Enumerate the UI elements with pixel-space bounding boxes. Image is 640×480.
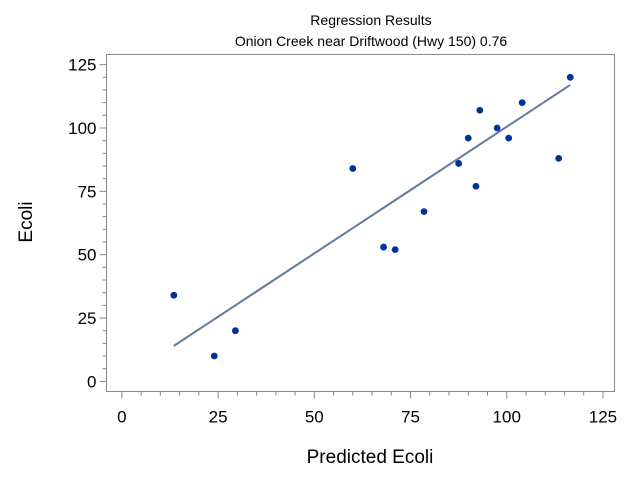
data-point (380, 243, 387, 251)
plot-frame (106, 54, 615, 392)
y-tick-label: 25 (78, 309, 97, 328)
x-tick-label: 25 (209, 408, 228, 427)
x-axis-label: Predicted Ecoli (307, 447, 434, 468)
data-point (476, 106, 484, 114)
x-tick-label: 0 (117, 408, 126, 427)
data-point (566, 73, 574, 81)
x-tick-label: 125 (589, 408, 617, 427)
y-tick-label: 100 (68, 119, 96, 138)
data-point (472, 182, 480, 190)
x-tick-label: 50 (305, 408, 324, 427)
x-tick-label: 100 (493, 408, 521, 427)
y-axis-label: Ecoli (16, 201, 37, 242)
fit-line-layer (173, 84, 571, 347)
data-point (518, 99, 526, 107)
data-point (493, 124, 501, 132)
x-tick-label: 75 (401, 408, 420, 427)
data-points (170, 73, 574, 360)
data-point (232, 327, 239, 335)
y-tick-label: 75 (78, 182, 97, 201)
data-point (464, 134, 472, 142)
data-point (555, 154, 563, 162)
data-point (349, 165, 357, 172)
data-point (210, 352, 218, 360)
data-point (170, 291, 178, 299)
data-point (420, 208, 428, 215)
chart-subtitle: Onion Creek near Driftwood (Hwy 150) 0.7… (235, 33, 508, 49)
y-axis: 0 25 50 75 100 125 (68, 56, 107, 391)
data-point (391, 246, 399, 254)
regression-fit-line (173, 84, 571, 347)
chart-title: Regression Results (310, 12, 431, 28)
y-tick-label: 125 (68, 56, 96, 75)
y-tick-label: 0 (87, 372, 96, 391)
data-point (455, 160, 463, 167)
data-point (505, 134, 513, 142)
x-axis: 0 25 50 75 100 125 (117, 391, 617, 427)
y-tick-label: 50 (78, 246, 97, 265)
